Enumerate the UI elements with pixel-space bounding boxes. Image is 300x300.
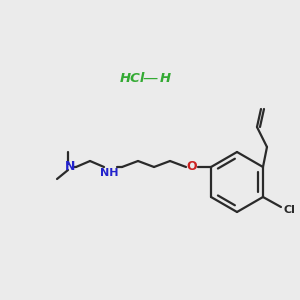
Text: NH: NH [100,168,118,178]
Text: N: N [65,160,75,173]
Text: H: H [159,71,171,85]
Text: Cl: Cl [283,205,295,215]
Text: —: — [142,70,158,86]
Text: O: O [187,160,197,173]
Text: HCl: HCl [119,71,145,85]
